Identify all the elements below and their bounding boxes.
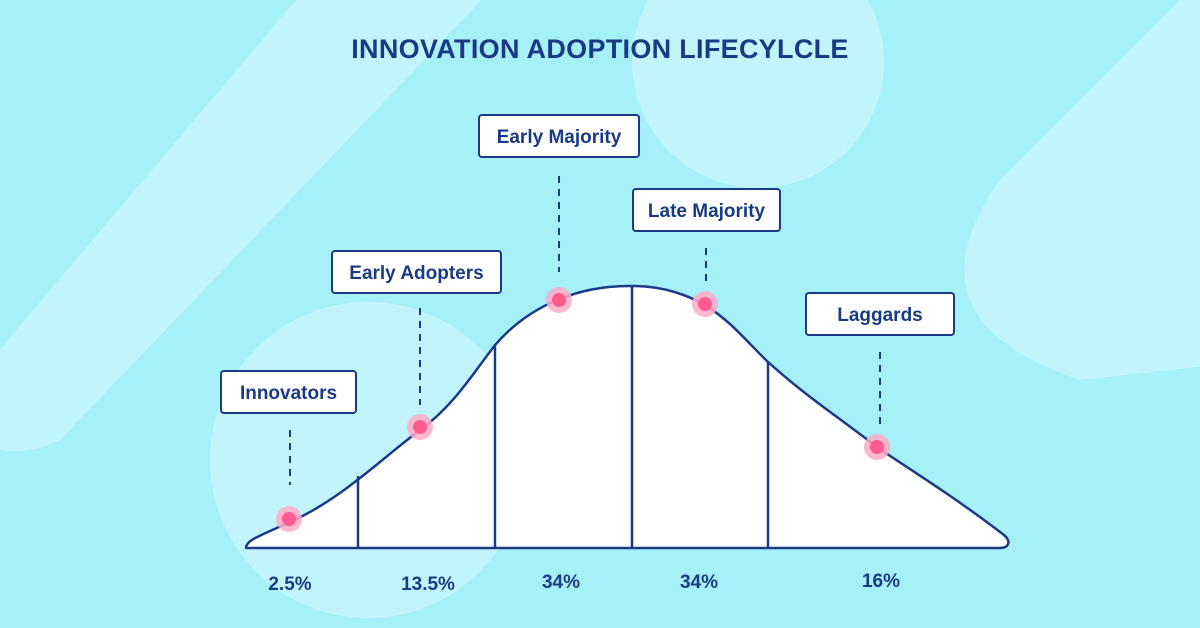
percent-early-majority: 34% bbox=[541, 572, 581, 593]
label-early-adopters: Early Adopters bbox=[331, 250, 502, 294]
label-innovators: Innovators bbox=[220, 370, 357, 414]
label-late-majority: Late Majority bbox=[632, 188, 781, 232]
marker-late-majority bbox=[692, 291, 718, 317]
marker-laggards bbox=[864, 434, 890, 460]
percent-late-majority: 34% bbox=[679, 572, 719, 593]
percent-laggards: 16% bbox=[861, 571, 901, 592]
label-laggards: Laggards bbox=[805, 292, 955, 336]
bg-circle-top bbox=[632, 0, 884, 188]
bg-diagonal-band-left bbox=[0, 0, 482, 452]
marker-early-majority bbox=[546, 287, 572, 313]
bell-curve-shape bbox=[244, 284, 1010, 550]
percent-innovators: 2.5% bbox=[268, 574, 312, 595]
page-title: INNOVATION ADOPTION LIFECYLCLE bbox=[351, 34, 849, 64]
label-early-majority: Early Majority bbox=[478, 114, 640, 158]
marker-early-adopters bbox=[407, 414, 433, 440]
bg-diagonal-band-right bbox=[964, 0, 1200, 380]
percent-early-adopters: 13.5% bbox=[401, 574, 455, 595]
marker-innovators bbox=[276, 506, 302, 532]
